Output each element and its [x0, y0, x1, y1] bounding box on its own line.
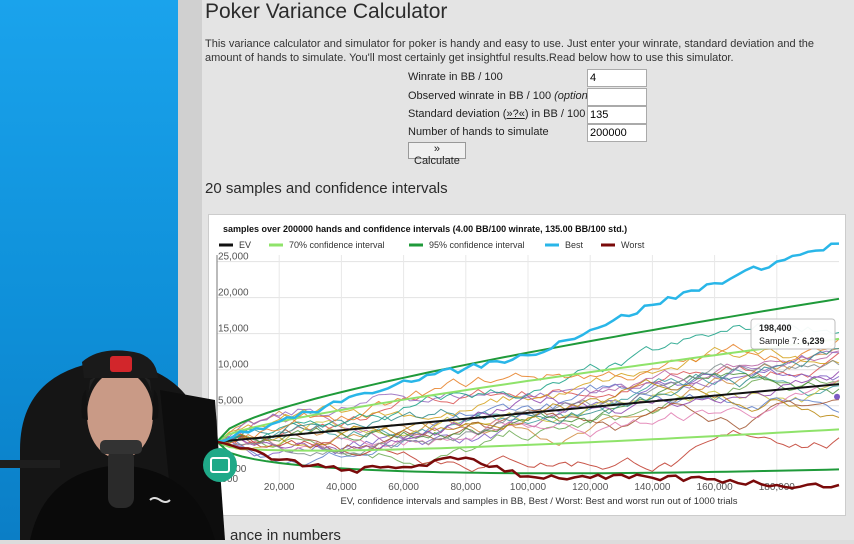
next-section-heading: ance in numbers	[230, 527, 341, 544]
series-line-worst	[216, 440, 840, 490]
sample-line-19	[216, 359, 840, 457]
sample-line-16	[216, 371, 840, 454]
cap-logo-icon	[110, 356, 132, 372]
variance-chart[interactable]: samples over 200000 hands and confidence…	[209, 215, 845, 515]
sample-line-18	[216, 338, 840, 445]
y-tick-label-1: 20,000	[218, 288, 249, 299]
y-tick-label-2: 15,000	[218, 324, 249, 335]
confidence-bands	[216, 297, 840, 475]
ci70-lower	[216, 428, 840, 452]
main-series	[216, 242, 840, 490]
stddev-help-link[interactable]: »?«	[506, 108, 525, 120]
sample-line-12	[216, 350, 840, 443]
streamer-webcam	[0, 350, 225, 540]
sample-line-14	[216, 348, 840, 448]
x-tick-label-1: 40,000	[326, 482, 357, 493]
y-tick-label-0: 25,000	[218, 252, 249, 263]
y-tick-label-3: 10,000	[218, 360, 249, 371]
tooltip-point	[834, 393, 841, 400]
ci70-upper	[216, 337, 840, 443]
sample-line-17	[216, 322, 840, 444]
ci95-upper	[216, 297, 840, 443]
calculate-button[interactable]: » Calculate	[408, 142, 466, 167]
observed-row: Observed winrate in BB / 100 (optional)	[408, 88, 648, 106]
sample-line-7	[216, 379, 840, 451]
sample-line-3	[216, 347, 840, 446]
winrate-row: Winrate in BB / 100	[408, 69, 648, 87]
legend-label-2: 95% confidence interval	[429, 240, 525, 250]
legend-label-4: Worst	[621, 240, 645, 250]
chart-title: samples over 200000 hands and confidence…	[223, 224, 627, 234]
hands-input[interactable]	[587, 124, 647, 142]
sample-line-13	[216, 346, 840, 443]
x-tick-label-8: 180,000	[759, 482, 796, 493]
intro-text: This variance calculator and simulator f…	[205, 38, 815, 64]
legend-label-3: Best	[565, 240, 584, 250]
stddev-row: Standard deviation (»?«) in BB / 100	[408, 106, 648, 124]
winrate-label: Winrate in BB / 100	[408, 71, 503, 83]
hands-label: Number of hands to simulate	[408, 126, 549, 138]
x-tick-label-2: 60,000	[388, 482, 419, 493]
stddev-label: Standard deviation (»?«) in BB / 100	[408, 108, 586, 120]
x-tick-label-6: 140,000	[634, 482, 671, 493]
section-heading: 20 samples and confidence intervals	[205, 180, 448, 197]
hands-row: Number of hands to simulate	[408, 124, 648, 142]
page-title: Poker Variance Calculator	[205, 0, 448, 23]
observed-label: Observed winrate in BB / 100 (optional)	[408, 90, 600, 102]
y-tick-label-4: 5,000	[218, 396, 243, 407]
ci95-lower	[216, 441, 840, 475]
chart-axes: 25,00020,00015,00010,0005,00075-5,000-00…	[216, 252, 796, 493]
tooltip-box	[750, 318, 836, 350]
sample-line-20	[216, 378, 840, 449]
variance-chart-box: samples over 200000 hands and confidence…	[208, 214, 846, 516]
x-tick-label-5: 120,000	[572, 482, 609, 493]
chart-tooltip: 198,400 Sample 7: 6,239	[750, 318, 841, 400]
sample-line-6	[216, 377, 840, 467]
legend-label-1: 70% confidence interval	[289, 240, 385, 250]
series-line-best	[216, 242, 840, 444]
x-tick-label-4: 100,000	[510, 482, 547, 493]
stddev-input[interactable]	[587, 106, 647, 124]
tooltip-sample: Sample 7: 6,239	[759, 336, 825, 346]
tooltip-x: 198,400	[759, 323, 792, 333]
webcam-overlay	[0, 300, 240, 540]
legend-label-0: EV	[239, 240, 251, 250]
chart-legend: EV 70% confidence interval 95% confidence …	[219, 240, 645, 250]
observed-input[interactable]	[587, 88, 647, 106]
winrate-input[interactable]	[587, 69, 647, 87]
series-line-ev	[216, 383, 840, 443]
chat-bubble-icon[interactable]	[203, 448, 237, 482]
champion-logo-icon	[149, 497, 171, 503]
microphone-icon	[108, 448, 134, 508]
x-axis-label: EV, confidence intervals and samples in …	[340, 496, 737, 507]
x-tick-label-7: 160,000	[697, 482, 734, 493]
sample-line-10	[216, 379, 840, 452]
x-tick-label-3: 80,000	[451, 482, 482, 493]
x-tick-label-0: 20,000	[264, 482, 295, 493]
